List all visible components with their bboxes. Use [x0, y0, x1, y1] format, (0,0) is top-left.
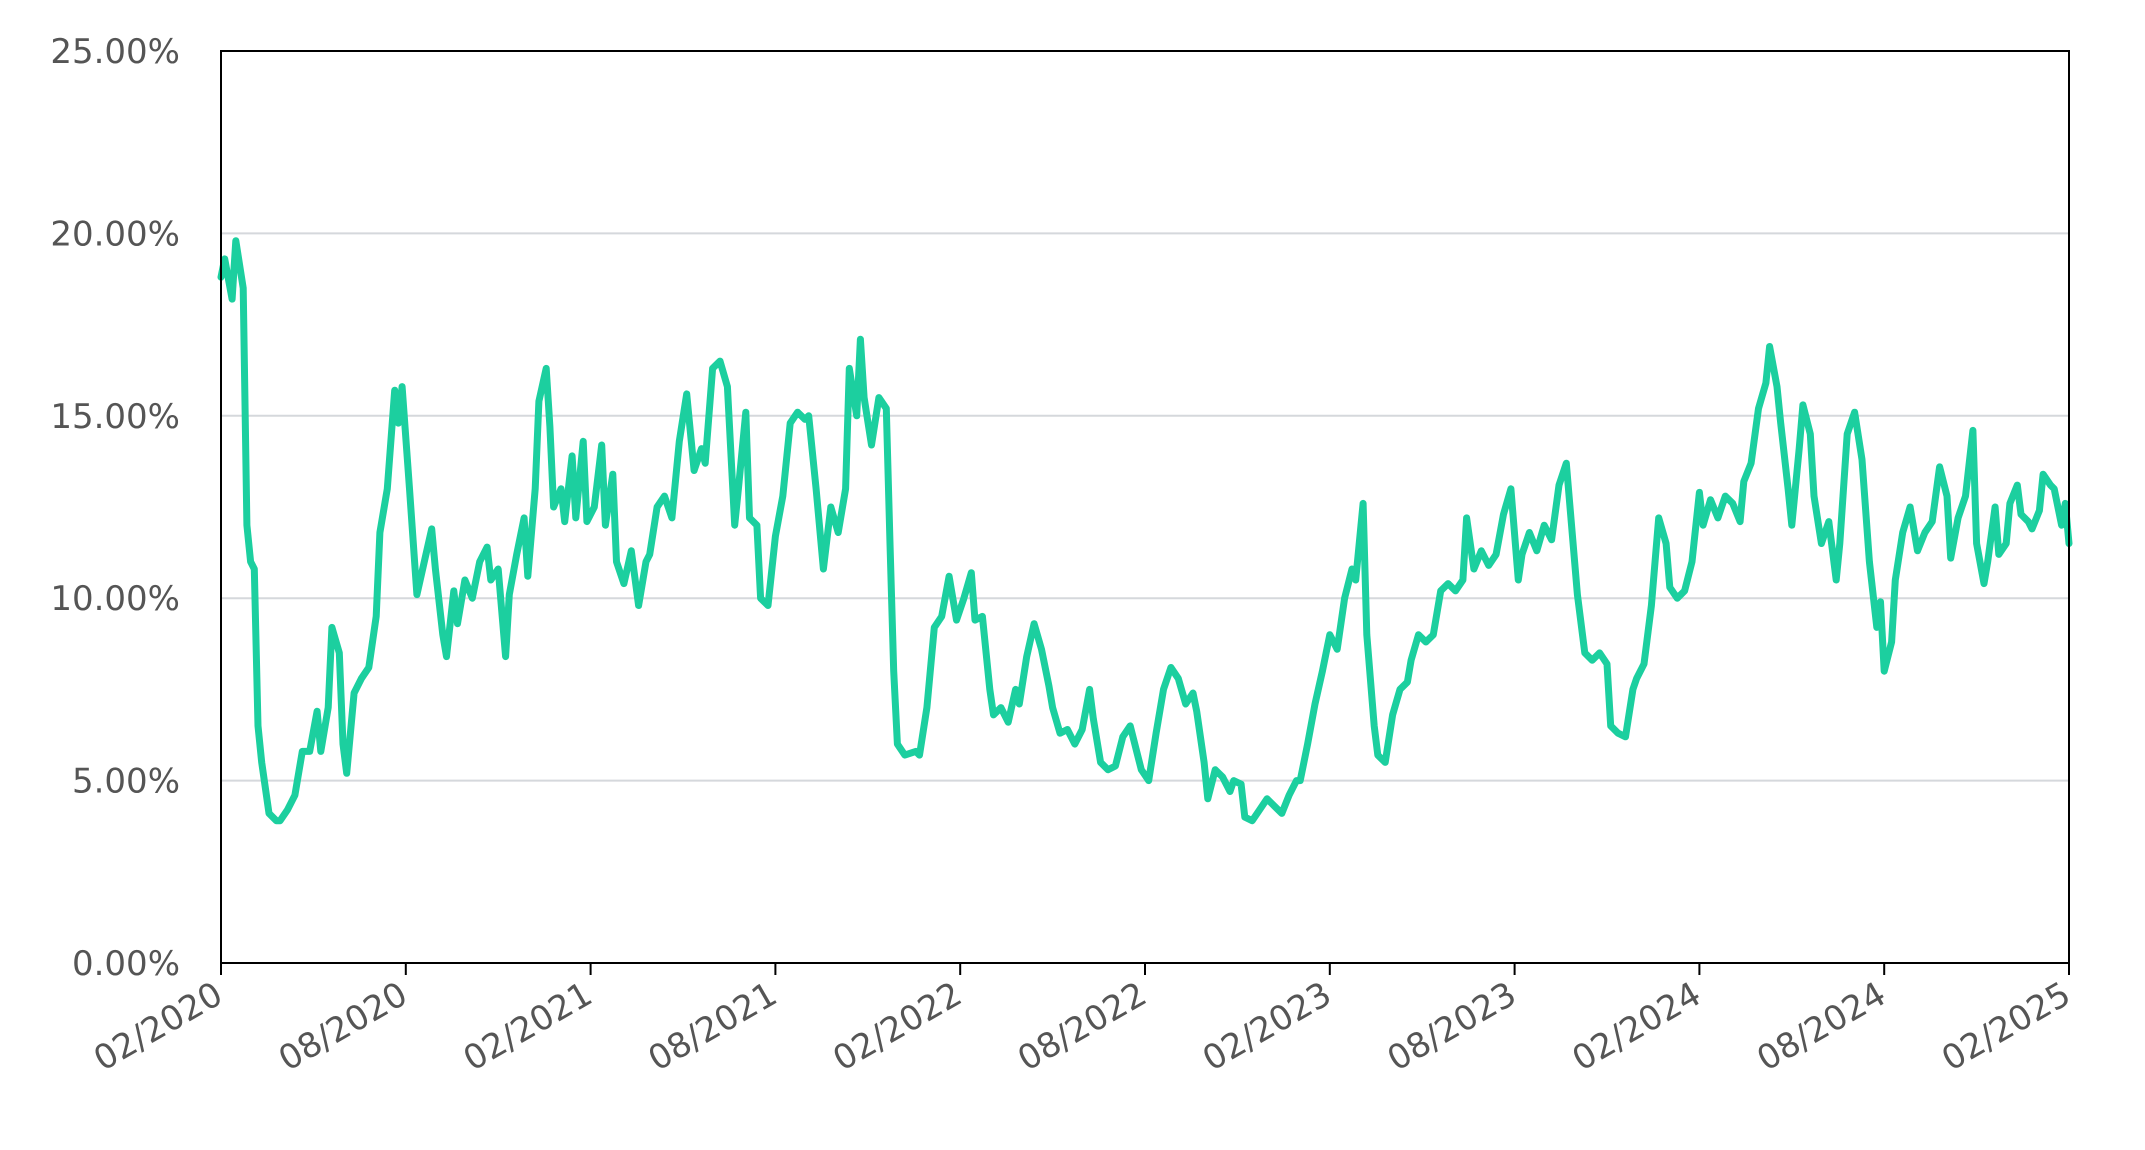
- x-tick-label: 02/2020: [87, 974, 229, 1079]
- x-tick-label: 02/2024: [1566, 974, 1708, 1079]
- label-layer: 0.00% 5.00% 10.00% 15.00% 20.00% 25.00% 02/202…: [50, 32, 2077, 1079]
- y-tick-label: 20.00%: [50, 214, 180, 254]
- x-tick-label: 08/2023: [1381, 974, 1523, 1079]
- x-tick-label: 02/2023: [1196, 974, 1338, 1079]
- x-tick-label: 08/2024: [1750, 974, 1892, 1079]
- y-tick-label: 15.00%: [50, 397, 180, 437]
- x-tick-label: 02/2022: [826, 974, 968, 1079]
- x-tick-label: 02/2021: [457, 974, 599, 1079]
- data-line: [217, 237, 2073, 825]
- y-tick-label: 5.00%: [72, 762, 180, 802]
- x-tick-label: 08/2022: [1011, 974, 1153, 1079]
- x-tick-label: 08/2020: [272, 974, 414, 1079]
- y-tick-label: 0.00%: [72, 944, 180, 984]
- x-tick-label: 08/2021: [642, 974, 784, 1079]
- x-tick-label: 02/2025: [1935, 974, 2077, 1079]
- y-tick-label: 25.00%: [50, 32, 180, 72]
- y-tick-label: 10.00%: [50, 579, 180, 619]
- plot-layer: [217, 237, 2073, 825]
